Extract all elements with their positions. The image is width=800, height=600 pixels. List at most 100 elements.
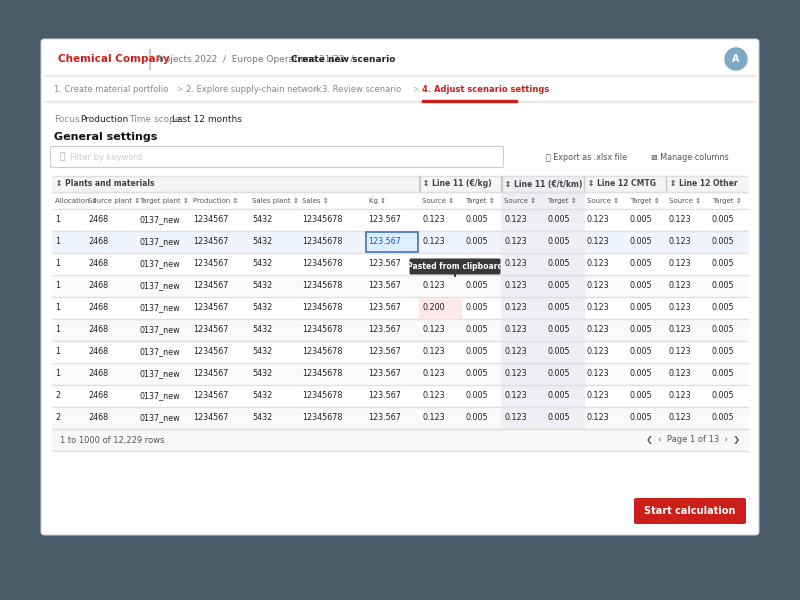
Text: 0.005: 0.005 [547,347,570,356]
Text: 1. Create material portfolio: 1. Create material portfolio [54,85,168,94]
Bar [45,76,755,102]
Text: 1: 1 [55,238,60,247]
Text: 5432: 5432 [252,259,273,269]
Text: 0.123: 0.123 [504,413,527,422]
Text: 1: 1 [55,347,60,356]
Text: 0.123: 0.123 [422,259,445,269]
Text: 0.123: 0.123 [422,281,445,290]
Text: 0.123: 0.123 [504,304,527,313]
Text: >: > [312,85,318,94]
Text: 0.123: 0.123 [586,281,609,290]
Text: ⇕ Line 12 Other: ⇕ Line 12 Other [670,179,738,188]
Text: 0.005: 0.005 [547,215,570,224]
Bar [419,298,461,318]
Text: 1: 1 [55,325,60,335]
Text: 5432: 5432 [252,304,273,313]
Text: 123.567: 123.567 [369,347,402,356]
Text: 0137_new: 0137_new [139,413,180,422]
Text: 0.005: 0.005 [465,370,488,379]
Text: 0.005: 0.005 [547,238,570,247]
Text: 0.123: 0.123 [422,370,445,379]
Text: 0.005: 0.005 [630,325,652,335]
Text: 0.005: 0.005 [712,259,734,269]
Text: 0.123: 0.123 [669,325,691,335]
Text: 5432: 5432 [252,370,273,379]
Text: 1234567: 1234567 [193,391,228,401]
Text: 0.200: 0.200 [422,304,445,313]
Text: 0.123: 0.123 [586,391,609,401]
Text: 0.123: 0.123 [669,215,691,224]
Text: 1 to 1000 of 12,229 rows: 1 to 1000 of 12,229 rows [60,436,165,445]
Text: 12345678: 12345678 [302,238,342,247]
Text: 123.567: 123.567 [369,370,402,379]
Bar [366,232,418,252]
Text: 0.005: 0.005 [547,304,570,313]
Text: 0.005: 0.005 [630,215,652,224]
Text: 0.005: 0.005 [547,281,570,290]
Text: 0.005: 0.005 [712,238,734,247]
Text: Projects 2022  /  Europe Operations 21/22  /: Projects 2022 / Europe Operations 21/22 … [156,55,359,64]
Text: 0.123: 0.123 [669,259,691,269]
Text: 12345678: 12345678 [302,325,342,335]
Text: 1234567: 1234567 [193,347,228,356]
Text: 0.123: 0.123 [504,391,527,401]
Text: 0.005: 0.005 [465,215,488,224]
Bar [52,192,748,209]
Text: Create new scenario: Create new scenario [291,55,395,64]
Text: 0.123: 0.123 [422,325,445,335]
Text: Pasted from clipboard: Pasted from clipboard [407,262,503,271]
Bar [502,176,583,192]
Text: ⇕ Plants and materials: ⇕ Plants and materials [56,179,154,188]
Text: 1234567: 1234567 [193,215,228,224]
Text: ⌕: ⌕ [60,152,66,161]
Text: Target ⇕: Target ⇕ [465,197,495,203]
Text: Production: Production [80,115,128,124]
Text: 0.123: 0.123 [504,215,527,224]
Text: 2468: 2468 [88,413,108,422]
Text: 0.123: 0.123 [669,391,691,401]
Text: 0.123: 0.123 [586,413,609,422]
Text: Focus:: Focus: [54,115,82,124]
Text: Source plant ⇕: Source plant ⇕ [88,197,140,203]
Text: 0.123: 0.123 [422,413,445,422]
Text: 0.005: 0.005 [547,413,570,422]
Text: 0.005: 0.005 [547,259,570,269]
Text: 1234567: 1234567 [193,370,228,379]
Text: 123.567: 123.567 [369,238,402,247]
Bar [45,42,755,76]
Bar [545,192,583,209]
Text: 123.567: 123.567 [369,215,402,224]
Bar [52,209,748,231]
Text: 0137_new: 0137_new [139,347,180,356]
Text: Source ⇕: Source ⇕ [504,197,536,203]
Text: 12345678: 12345678 [302,391,342,401]
Text: 0.123: 0.123 [422,215,445,224]
Text: 0.123: 0.123 [586,304,609,313]
Bar [52,253,748,275]
Text: 0.123: 0.123 [422,391,445,401]
Text: 0.123: 0.123 [586,215,609,224]
Text: 0.005: 0.005 [465,281,488,290]
Text: 0.123: 0.123 [669,304,691,313]
Text: 0.123: 0.123 [586,238,609,247]
Text: 2468: 2468 [88,215,108,224]
Text: 0.005: 0.005 [630,281,652,290]
Text: 0.123: 0.123 [504,370,527,379]
Text: 12345678: 12345678 [302,259,342,269]
Text: 0.123: 0.123 [669,281,691,290]
Bar [502,253,583,275]
Text: 0.005: 0.005 [547,325,570,335]
Text: Target ⇕: Target ⇕ [630,197,659,203]
Text: Start calculation: Start calculation [644,506,736,516]
Text: 0.123: 0.123 [669,347,691,356]
Text: 0137_new: 0137_new [139,215,180,224]
Text: 1: 1 [55,281,60,290]
FancyBboxPatch shape [50,146,503,167]
Text: 2468: 2468 [88,238,108,247]
Text: 0.005: 0.005 [630,259,652,269]
Bar [52,275,748,297]
Text: 0.123: 0.123 [669,238,691,247]
Text: 123.567: 123.567 [369,259,402,269]
Text: 0.123: 0.123 [586,259,609,269]
Text: 5432: 5432 [252,238,273,247]
